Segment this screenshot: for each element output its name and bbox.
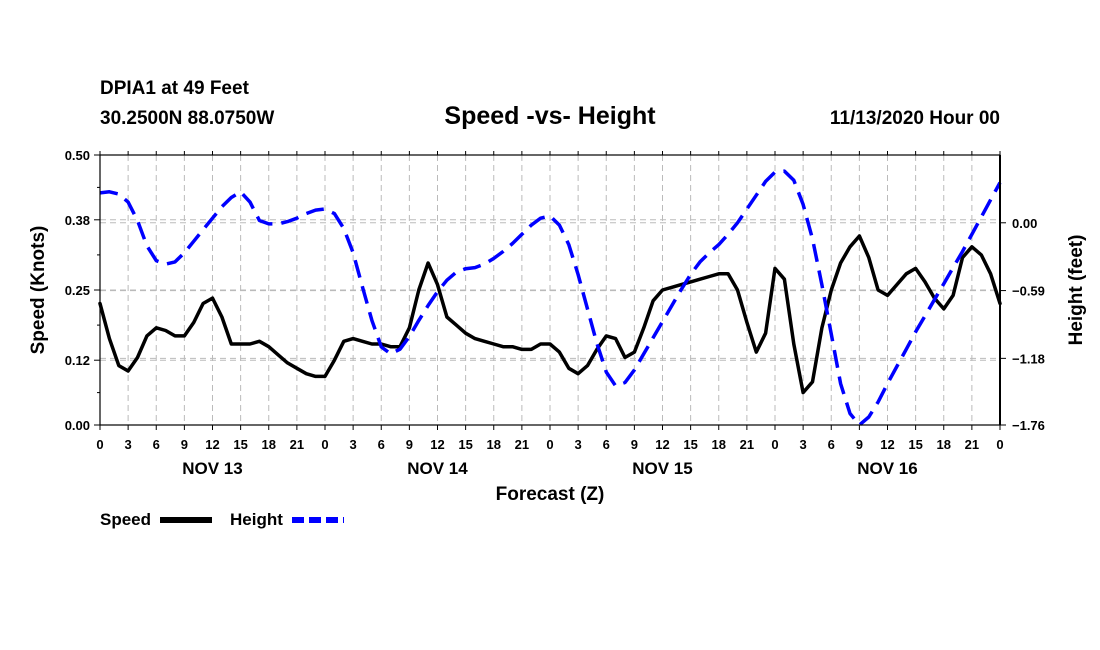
x-tick-label: 0	[96, 437, 103, 452]
y-axis-title-left: Speed (Knots)	[28, 226, 49, 355]
x-tick-label: 3	[575, 437, 582, 452]
x-tick-label: 12	[880, 437, 894, 452]
series-layer	[98, 169, 1002, 427]
y-tick-label-right: −1.18	[1012, 351, 1045, 366]
forecast-date: 11/13/2020 Hour 00	[830, 108, 1000, 129]
x-tick-label: 9	[406, 437, 413, 452]
x-tick-label: 12	[430, 437, 444, 452]
x-tick-label: 18	[262, 437, 276, 452]
x-tick-label: 0	[321, 437, 328, 452]
y-tick-label-left: 0.12	[65, 353, 90, 368]
day-label: NOV 15	[632, 459, 692, 478]
y-tick-label-left: 0.25	[65, 283, 90, 298]
grid-lines	[100, 155, 1000, 425]
x-tick-label: 0	[546, 437, 553, 452]
x-tick-label: 12	[205, 437, 219, 452]
y-tick-label-left: 0.00	[65, 418, 90, 433]
station-label: DPIA1 at 49 Feet	[100, 78, 250, 99]
x-tick-label: 21	[740, 437, 754, 452]
x-tick-label: 6	[603, 437, 610, 452]
x-tick-label: 18	[712, 437, 726, 452]
y-tick-label-left: 0.38	[65, 213, 90, 228]
x-tick-label: 15	[233, 437, 247, 452]
x-tick-label: 21	[965, 437, 979, 452]
x-tick-label: 9	[856, 437, 863, 452]
day-label: NOV 14	[407, 459, 468, 478]
legend-height-label: Height	[230, 510, 283, 529]
chart-title: Speed -vs- Height	[444, 102, 656, 130]
x-tick-label: 15	[908, 437, 922, 452]
legend: Speed Height	[100, 510, 344, 529]
x-tick-label: 6	[153, 437, 160, 452]
x-tick-label: 3	[125, 437, 132, 452]
day-label: NOV 16	[857, 459, 917, 478]
x-tick-label: 21	[290, 437, 304, 452]
x-axis-title: Forecast (Z)	[496, 484, 605, 505]
x-tick-label: 15	[683, 437, 697, 452]
x-tick-label: 0	[996, 437, 1003, 452]
x-tick-label: 21	[515, 437, 529, 452]
x-tick-label: 12	[655, 437, 669, 452]
x-tick-label: 6	[828, 437, 835, 452]
x-tick-label: 6	[378, 437, 385, 452]
location-label: 30.2500N 88.0750W	[100, 108, 274, 129]
x-tick-label: 9	[631, 437, 638, 452]
y-tick-label-right: −0.59	[1012, 284, 1045, 299]
series-line-speed	[98, 234, 1002, 395]
day-label: NOV 13	[182, 459, 242, 478]
series-line-height	[99, 169, 1002, 427]
y-axis-title-right: Height (feet)	[1066, 235, 1087, 346]
y-tick-label-right: −1.76	[1012, 418, 1045, 433]
x-tick-label: 0	[771, 437, 778, 452]
x-tick-label: 3	[800, 437, 807, 452]
x-tick-label: 18	[487, 437, 501, 452]
y-tick-label-right: 0.00	[1012, 216, 1037, 231]
x-tick-label: 15	[458, 437, 472, 452]
y-tick-label-left: 0.50	[65, 148, 90, 163]
x-tick-label: 9	[181, 437, 188, 452]
x-tick-label: 3	[350, 437, 357, 452]
x-tick-label: 18	[937, 437, 951, 452]
axes: 0 3 6 9 12 15 18 21 0 3 6 9 12 15 18 21 0 3 6 9 12 15 18 21 0 3 6 9…	[65, 148, 1045, 478]
legend-speed-label: Speed	[100, 510, 151, 529]
